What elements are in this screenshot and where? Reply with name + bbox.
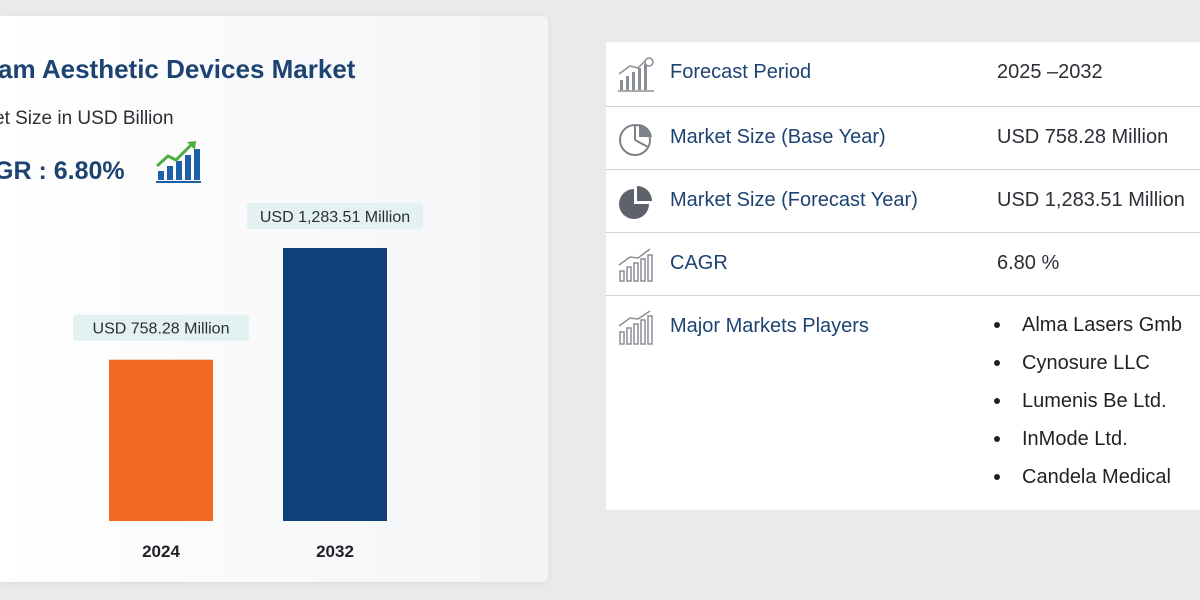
data-label-bg [247,203,423,229]
market-summary-table: Forecast Period 2025 –2032 Market Size (… [606,42,1200,510]
bullet-icon [994,398,1000,404]
data-label: USD 1,283.51 Million [260,209,410,226]
x-tick-label: 2032 [316,542,354,561]
bar-2024 [109,359,213,521]
table-row-cagr: CAGR 6.80 % [606,233,1200,296]
player-name: InMode Ltd. [1022,428,1128,450]
bar-chart-icon [618,310,653,345]
player-name: Cynosure LLC [1022,352,1150,374]
growth-chart-icon [618,248,653,282]
players-list: Alma Lasers Gmb Cynosure LLC Lumenis Be … [986,312,1182,502]
bullet-icon [994,360,1000,366]
list-item: Lumenis Be Ltd. [986,388,1182,426]
bullet-icon [994,474,1000,480]
player-name: Alma Lasers Gmb [1022,314,1183,336]
bullet-icon [994,322,1000,328]
row-value: 2025 –2032 [997,61,1103,83]
row-value: USD 1,283.51 Million [997,189,1185,211]
chart-title: am Aesthetic Devices Market [0,54,356,84]
pie-chart-icon [619,124,652,156]
cagr-label: GR : 6.80% [0,157,125,185]
row-value: 6.80 % [997,252,1060,274]
player-name: Lumenis Be Ltd. [1022,390,1167,412]
chart-subtitle: et Size in USD Billion [0,108,174,129]
list-item: InMode Ltd. [986,426,1182,464]
pie-chart-filled-icon [619,186,652,219]
chart-panel: am Aesthetic Devices Market et Size in U… [0,16,548,582]
bar-2032 [283,248,387,521]
data-label: USD 758.28 Million [93,321,230,338]
row-label: Forecast Period [670,61,812,83]
table-row-forecast-period: Forecast Period 2025 –2032 [606,42,1200,107]
data-label-bg [73,314,249,341]
table-row-market-size-forecast-year: Market Size (Forecast Year) USD 1,283.51… [606,170,1200,233]
list-item: Alma Lasers Gmb [986,312,1182,350]
row-label: Market Size (Base Year) [670,126,886,148]
row-label: Major Markets Players [670,315,869,337]
table-row-major-players: Major Markets Players Alma Lasers Gmb Cy… [606,296,1200,510]
bar-chart: USD 758.28 Million 2024 USD 1,283.51 Milli… [73,203,423,561]
forecast-chart-icon [618,57,654,92]
row-value: USD 758.28 Million [997,126,1169,148]
player-name: Candela Medical [1022,466,1171,488]
growth-arrow-icon [155,141,201,183]
list-item: Cynosure LLC [986,350,1182,388]
table-row-market-size-base-year: Market Size (Base Year) USD 758.28 Milli… [606,107,1200,170]
bullet-icon [994,436,1000,442]
list-item: Candela Medical [986,464,1182,502]
row-label: CAGR [670,252,728,274]
row-label: Market Size (Forecast Year) [670,189,918,211]
x-tick-label: 2024 [142,542,180,561]
